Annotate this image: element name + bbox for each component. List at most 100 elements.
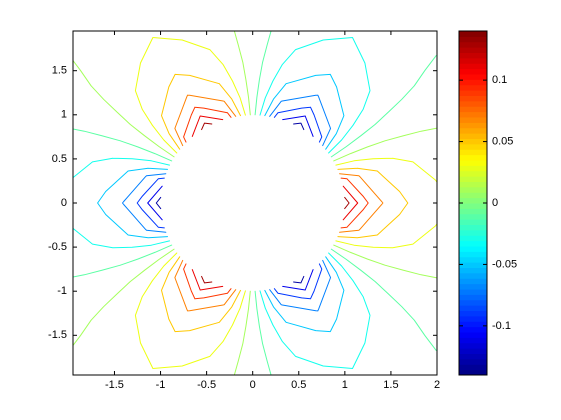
colorbar-swatch xyxy=(459,364,487,371)
colorbar-swatch xyxy=(459,240,487,247)
contour-line xyxy=(191,115,359,291)
colorbar-swatch xyxy=(459,165,487,172)
colorbar-swatch xyxy=(459,90,487,96)
colorbar-swatch xyxy=(459,52,487,59)
colorbar-swatch xyxy=(459,84,487,91)
colorbar-tick-label: 0.05 xyxy=(492,135,513,147)
colorbar-swatch xyxy=(459,57,487,64)
x-tick-label: 1 xyxy=(342,379,348,391)
colorbar-swatch xyxy=(459,219,487,225)
contour-line xyxy=(155,122,305,284)
colorbar-swatch xyxy=(459,353,487,360)
x-tick-label: -0.5 xyxy=(197,379,216,391)
colorbar-swatch xyxy=(459,95,487,102)
contour-line xyxy=(174,94,384,312)
colorbar-swatch xyxy=(459,289,487,295)
colorbar-swatch xyxy=(459,181,487,188)
colorbar-swatch xyxy=(459,294,487,301)
x-tick-label: -1 xyxy=(156,379,166,391)
contour-line xyxy=(201,122,350,284)
colorbar-swatch xyxy=(459,299,487,306)
colorbar-swatch xyxy=(459,192,487,199)
colorbar-swatch xyxy=(459,127,487,134)
colorbar-swatch xyxy=(459,122,487,129)
contour-line xyxy=(73,37,371,369)
x-tick-label: -1.5 xyxy=(105,379,124,391)
colorbar-swatch xyxy=(459,47,487,53)
colorbar-swatch xyxy=(459,208,487,215)
y-tick-label: 0 xyxy=(61,197,67,209)
contour-line xyxy=(147,115,314,291)
colorbar-swatch xyxy=(459,41,487,48)
y-tick-label: -1.5 xyxy=(48,329,67,341)
colorbar-swatch xyxy=(459,111,487,118)
colorbar-swatch xyxy=(459,160,487,166)
y-tick-label: 1 xyxy=(61,109,67,121)
colorbar-swatch xyxy=(459,267,487,274)
colorbar-swatch xyxy=(459,197,487,204)
colorbar-tick-label: -0.1 xyxy=(492,320,511,332)
colorbar-swatch xyxy=(459,326,487,333)
colorbar-swatch xyxy=(459,106,487,113)
colorbar-swatch xyxy=(459,79,487,86)
colorbar-swatch xyxy=(459,154,487,161)
colorbar-swatch xyxy=(459,342,487,349)
colorbar-swatch xyxy=(459,229,487,236)
colorbar-swatch xyxy=(459,100,487,107)
colorbar-swatch xyxy=(459,348,487,354)
contour-line xyxy=(73,31,437,375)
y-tick-label: -1 xyxy=(57,285,67,297)
colorbar-swatch xyxy=(459,283,487,290)
colorbar-swatch xyxy=(459,224,487,231)
colorbar-swatch xyxy=(459,213,487,220)
y-tick-label: 1.5 xyxy=(52,65,67,77)
colorbar-tick-label: 0 xyxy=(492,197,498,209)
colorbar-swatch xyxy=(459,305,487,311)
colorbar-swatch xyxy=(459,332,487,338)
contour-line xyxy=(122,94,331,312)
x-tick-label: 1.5 xyxy=(383,379,398,391)
contour-line xyxy=(183,106,369,300)
colorbar-swatch xyxy=(459,251,487,258)
colorbar-swatch xyxy=(459,272,487,279)
colorbar-swatch xyxy=(459,143,487,150)
colorbar-swatch xyxy=(459,369,487,376)
colorbar-swatch xyxy=(459,246,487,252)
x-tick-label: 0 xyxy=(250,379,256,391)
colorbar-swatch xyxy=(459,235,487,242)
colorbar-swatch xyxy=(459,63,487,70)
colorbar-swatch xyxy=(459,74,487,80)
colorbar-swatch xyxy=(459,170,487,177)
colorbar-swatch xyxy=(459,315,487,322)
colorbar-swatch xyxy=(459,256,487,263)
x-tick-label: 2 xyxy=(434,379,440,391)
colorbar-swatch xyxy=(459,31,487,37)
colorbar-tick-label: -0.05 xyxy=(492,258,517,270)
contour-line xyxy=(134,37,437,369)
colorbar-swatch xyxy=(459,337,487,344)
colorbar-swatch xyxy=(459,262,487,268)
colorbar-swatch xyxy=(459,186,487,193)
colorbar-swatch xyxy=(459,68,487,75)
contour-line xyxy=(97,73,345,333)
colorbar-swatch xyxy=(459,203,487,209)
colorbar-swatch xyxy=(459,138,487,145)
colorbar-swatch xyxy=(459,310,487,317)
contour-line xyxy=(73,31,437,375)
x-tick-label: 0.5 xyxy=(291,379,306,391)
colorbar-swatch xyxy=(459,117,487,123)
y-tick-label: -0.5 xyxy=(48,241,67,253)
colorbar-swatch xyxy=(459,36,487,43)
colorbar-swatch xyxy=(459,176,487,182)
plot-area xyxy=(73,31,437,375)
y-tick-label: 0.5 xyxy=(52,153,67,165)
colorbar-swatch xyxy=(459,133,487,139)
colorbar-swatch xyxy=(459,278,487,285)
colorbar-tick-label: 0.1 xyxy=(492,74,507,86)
colorbar-swatch xyxy=(459,321,487,328)
colorbar-swatch xyxy=(459,358,487,365)
contour-line xyxy=(136,106,323,300)
colorbar-swatch xyxy=(459,149,487,156)
contour-line xyxy=(161,73,409,333)
